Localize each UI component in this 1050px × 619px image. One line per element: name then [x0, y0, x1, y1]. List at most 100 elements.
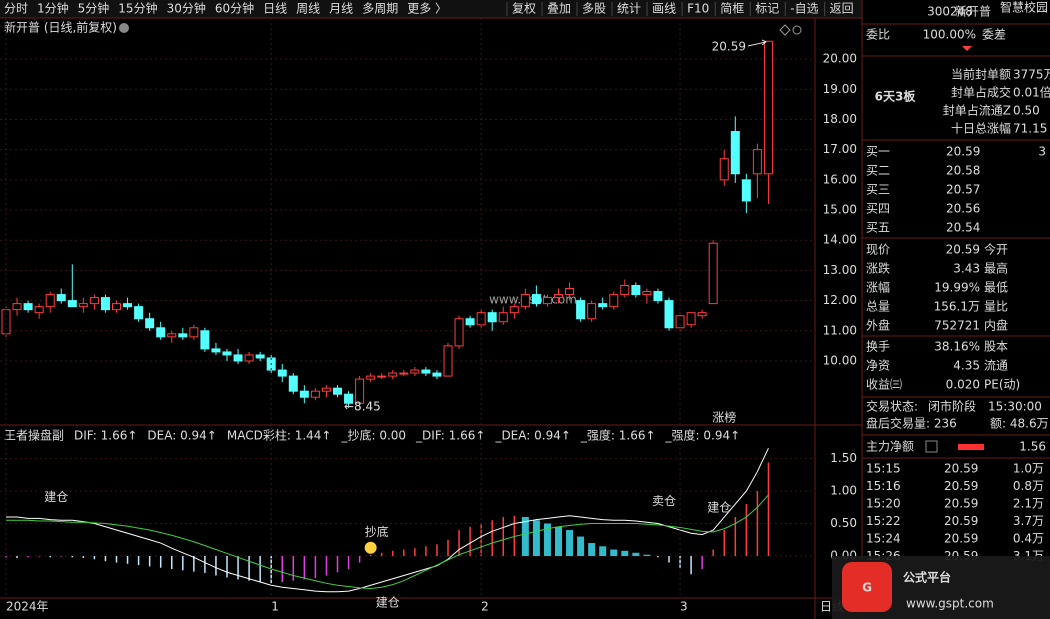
- toolbar-button[interactable]: 画线: [652, 2, 676, 16]
- flow-icon: [925, 440, 938, 453]
- toolbar-tab[interactable]: 15分钟: [118, 1, 157, 16]
- label: 盘后交易量: 236: [866, 416, 957, 431]
- label: 当前封单额: [951, 67, 1011, 82]
- volume: 0.8万: [1013, 479, 1044, 493]
- toolbar: [0, 0, 862, 18]
- candle-body: [576, 300, 586, 320]
- tag: 涨榜: [712, 410, 736, 425]
- candle-body: [642, 291, 652, 296]
- signal: 抄底: [365, 524, 389, 539]
- dif-line: [6, 447, 769, 593]
- time: 15:20: [866, 497, 901, 511]
- toolbar-button[interactable]: 多股: [582, 2, 606, 16]
- price: 20.59: [944, 532, 978, 546]
- y-tick-label: 18.00: [823, 112, 857, 126]
- toolbar-button[interactable]: F10: [687, 2, 709, 16]
- toolbar-tab[interactable]: 5分钟: [78, 1, 110, 16]
- toolbar-button[interactable]: 叠加: [547, 2, 571, 16]
- volume: 0.4万: [1013, 532, 1044, 546]
- time: 15:16: [866, 479, 901, 493]
- candle-body: [377, 375, 387, 378]
- candle-body: [399, 372, 409, 375]
- x-tick-label: 2: [481, 600, 489, 614]
- signal: 建仓: [707, 501, 731, 515]
- indicator-value: DIF: 1.66↑: [74, 429, 137, 443]
- stock-name: 新开普: [955, 4, 991, 19]
- toolbar-button[interactable]: 统计: [617, 2, 641, 16]
- price: 20.59: [944, 462, 978, 476]
- indicator-value: _DIF: 1.66↑: [415, 429, 485, 443]
- label: 外盘: [866, 318, 890, 333]
- label: 现价: [866, 243, 890, 257]
- candle-body: [255, 354, 265, 359]
- y-tick-label: 17.00: [823, 142, 857, 156]
- label: 委比: [866, 28, 890, 42]
- candle-body: [686, 312, 696, 326]
- y-tick-label: 14.00: [823, 233, 857, 247]
- candle-body: [89, 297, 99, 305]
- toolbar-tab[interactable]: 周线: [296, 2, 320, 16]
- value: 1.56: [1019, 440, 1046, 454]
- indicator-value: DEA: 0.94↑: [147, 429, 216, 443]
- settings-icon[interactable]: [119, 23, 129, 33]
- label: PE(动): [984, 378, 1020, 392]
- toolbar-tab[interactable]: 1分钟: [37, 1, 69, 16]
- candle-body: [45, 294, 55, 308]
- y-tick-label: 1.50: [830, 451, 857, 465]
- value: 0.50: [1013, 104, 1040, 118]
- y-tick-label: 16.00: [823, 172, 857, 186]
- volume: 1.0万: [1013, 462, 1044, 476]
- candle-body: [112, 303, 121, 311]
- candle-body: [344, 393, 354, 404]
- label: 买四: [866, 202, 890, 216]
- candle-body: [675, 315, 685, 329]
- value: 20.58: [946, 164, 980, 178]
- toolbar-button[interactable]: 简框: [720, 2, 744, 16]
- price: 20.59: [944, 497, 978, 511]
- toolbar-tab[interactable]: 分时: [4, 2, 28, 16]
- label: 封单占成交: [951, 85, 1011, 100]
- candle-body: [697, 312, 707, 317]
- y-tick-label: 20.00: [823, 52, 857, 66]
- toolbar-tab[interactable]: 30分钟: [167, 1, 206, 16]
- toolbar-tab[interactable]: 60分钟: [215, 1, 254, 16]
- indicator-value: 王者操盘副: [4, 428, 64, 443]
- candle-body: [178, 333, 188, 338]
- y-tick-label: 13.00: [823, 263, 857, 277]
- candle-body: [288, 375, 298, 392]
- toolbar-tab[interactable]: 多周期: [362, 2, 398, 16]
- top-icons: [779, 24, 802, 36]
- time: 15:24: [866, 532, 901, 546]
- signal: 卖仓: [652, 494, 676, 508]
- candle-body: [211, 348, 221, 353]
- toolbar-button[interactable]: 复权: [512, 2, 536, 16]
- toolbar-tab[interactable]: 日线: [263, 2, 287, 16]
- label: 十日总涨幅: [951, 121, 1011, 136]
- toolbar-button[interactable]: 返回: [830, 2, 854, 16]
- candle-body: [609, 294, 619, 308]
- toolbar-button[interactable]: -自选: [790, 2, 818, 16]
- candle-body: [587, 303, 597, 320]
- indicator-value: _抄底: 0.00: [340, 428, 406, 443]
- signal: 建仓: [44, 490, 68, 504]
- y-tick-label: 10.00: [823, 353, 857, 367]
- candle-body: [565, 288, 575, 296]
- label: 买二: [866, 164, 890, 178]
- toolbar-tab[interactable]: 月线: [329, 2, 353, 16]
- candle-body: [23, 303, 33, 311]
- flow-bar: [958, 444, 984, 450]
- x-tick-label: 1: [271, 600, 279, 614]
- value: 15:30:00: [988, 400, 1042, 414]
- label: 股本: [984, 340, 1008, 354]
- toolbar-tab[interactable]: 更多 〉: [407, 2, 447, 16]
- toolbar-button[interactable]: 标记: [755, 2, 779, 16]
- candle-body: [67, 300, 77, 308]
- label: 今开: [984, 242, 1008, 257]
- value: 38.16%: [934, 340, 980, 354]
- y-tick-label: 1.00: [830, 484, 857, 498]
- x-tick-label: 2024年: [6, 600, 49, 614]
- label: 买一: [866, 145, 890, 159]
- value: 3775万: [1013, 68, 1050, 82]
- candle-body: [388, 372, 398, 377]
- time: 15:22: [866, 514, 901, 528]
